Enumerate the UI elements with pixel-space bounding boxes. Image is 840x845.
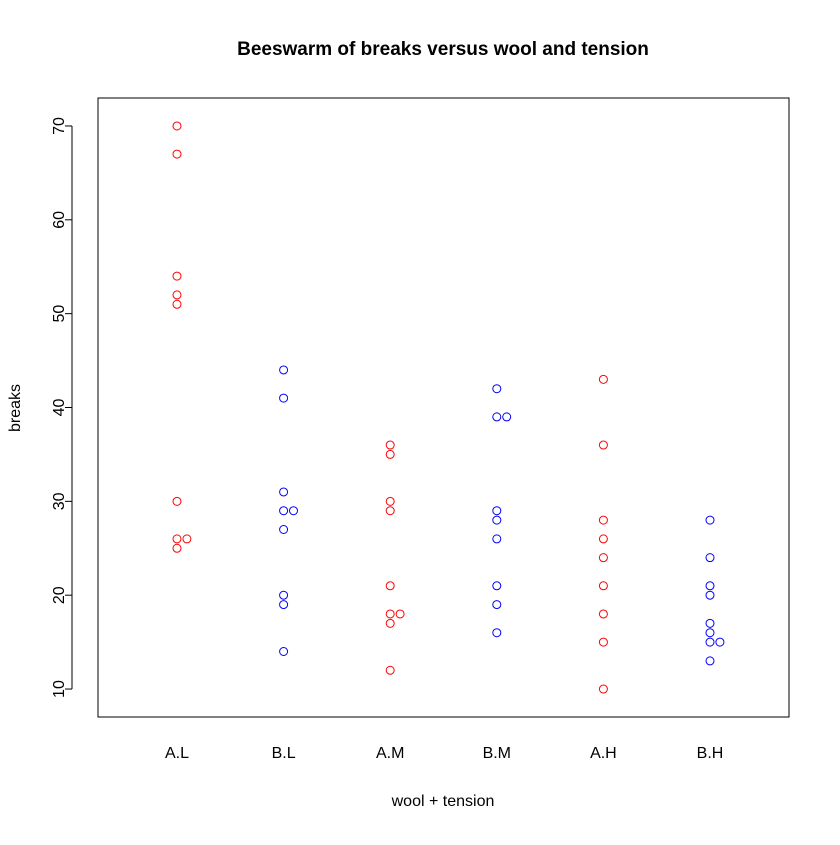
- y-tick-label: 10: [51, 680, 68, 698]
- point: [172, 121, 182, 131]
- point: [279, 524, 289, 534]
- point: [279, 600, 289, 610]
- point: [705, 618, 715, 628]
- x-tick-label: A.H: [590, 745, 617, 762]
- point: [492, 515, 502, 525]
- point: [172, 543, 182, 553]
- point: [385, 506, 395, 516]
- point: [492, 628, 502, 638]
- point: [385, 618, 395, 628]
- x-tick-label: A.L: [165, 745, 189, 762]
- point: [492, 534, 502, 544]
- point: [172, 290, 182, 300]
- point: [279, 590, 289, 600]
- point: [598, 374, 608, 384]
- point: [182, 534, 192, 544]
- point: [598, 609, 608, 619]
- point: [172, 271, 182, 281]
- x-tick-label: B.H: [697, 745, 724, 762]
- point: [279, 646, 289, 656]
- point: [172, 299, 182, 309]
- point: [279, 393, 289, 403]
- y-tick-label: 20: [51, 586, 68, 604]
- point: [385, 449, 395, 459]
- point: [492, 412, 502, 422]
- point: [502, 412, 512, 422]
- y-tick-label: 40: [51, 399, 68, 417]
- point: [172, 534, 182, 544]
- point: [492, 581, 502, 591]
- point: [395, 609, 405, 619]
- plot-frame: [97, 97, 790, 718]
- y-tick-label: 60: [51, 211, 68, 229]
- point: [705, 656, 715, 666]
- point: [598, 440, 608, 450]
- x-tick-label: A.M: [376, 745, 404, 762]
- chart-title: Beeswarm of breaks versus wool and tensi…: [237, 39, 649, 60]
- point: [705, 637, 715, 647]
- point: [385, 496, 395, 506]
- point: [385, 581, 395, 591]
- point: [705, 515, 715, 525]
- x-axis-label: wool + tension: [391, 793, 495, 810]
- point: [279, 487, 289, 497]
- point: [705, 581, 715, 591]
- point: [715, 637, 725, 647]
- x-tick-label: B.M: [483, 745, 511, 762]
- point: [172, 149, 182, 159]
- point: [279, 506, 289, 516]
- point: [172, 496, 182, 506]
- point: [598, 553, 608, 563]
- y-tick-label: 70: [51, 117, 68, 135]
- y-axis-label: breaks: [7, 384, 24, 432]
- point: [385, 440, 395, 450]
- point: [385, 609, 395, 619]
- point: [705, 590, 715, 600]
- point: [598, 581, 608, 591]
- y-tick-label: 50: [51, 305, 68, 323]
- point: [492, 600, 502, 610]
- point: [279, 365, 289, 375]
- x-tick-label: B.L: [272, 745, 296, 762]
- point: [598, 515, 608, 525]
- point: [385, 665, 395, 675]
- point: [492, 506, 502, 516]
- point: [705, 628, 715, 638]
- point: [705, 553, 715, 563]
- point: [492, 384, 502, 394]
- point: [598, 637, 608, 647]
- point: [598, 684, 608, 694]
- point: [598, 534, 608, 544]
- point: [288, 506, 298, 516]
- y-tick-label: 30: [51, 492, 68, 510]
